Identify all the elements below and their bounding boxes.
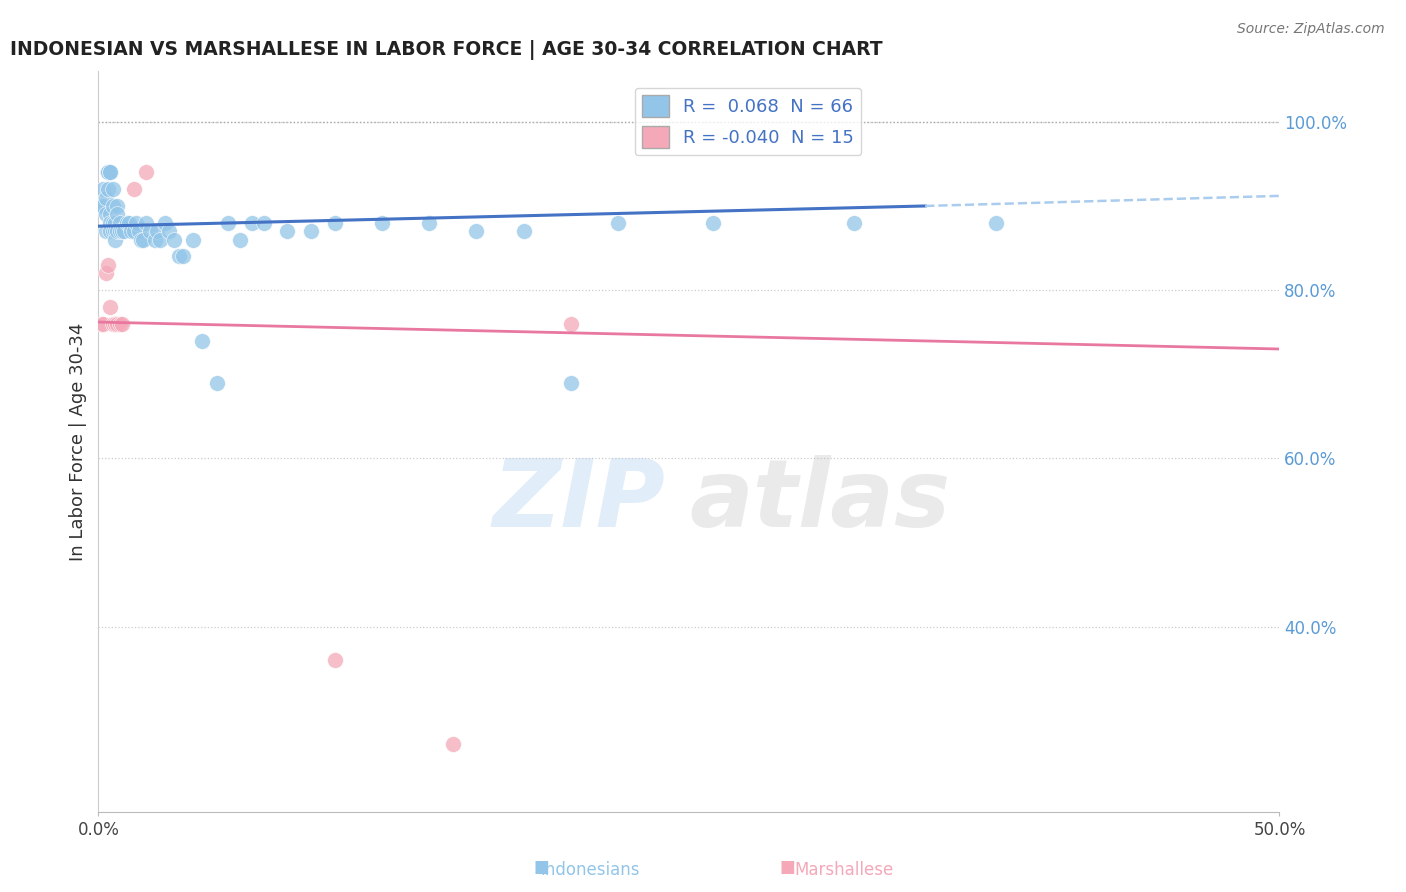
Point <box>299 224 322 238</box>
Point <box>97 258 120 272</box>
Point <box>240 216 263 230</box>
Text: ■: ■ <box>533 858 550 876</box>
Point <box>607 216 630 230</box>
Point <box>98 300 121 314</box>
Text: atlas: atlas <box>689 455 950 547</box>
Point <box>122 224 145 238</box>
Point <box>418 216 440 230</box>
Point <box>98 165 121 179</box>
Point <box>253 216 276 230</box>
Point <box>125 216 148 230</box>
Y-axis label: In Labor Force | Age 30-34: In Labor Force | Age 30-34 <box>69 322 87 561</box>
Point <box>91 182 114 196</box>
Point <box>441 738 464 752</box>
Point <box>191 334 214 348</box>
Point <box>146 224 169 238</box>
Point <box>90 199 112 213</box>
Point <box>163 233 186 247</box>
Point <box>205 376 228 390</box>
Point <box>115 216 138 230</box>
Text: INDONESIAN VS MARSHALLESE IN LABOR FORCE | AGE 30-34 CORRELATION CHART: INDONESIAN VS MARSHALLESE IN LABOR FORCE… <box>10 39 883 60</box>
Point <box>984 216 1007 230</box>
Text: Marshallese: Marshallese <box>794 861 893 879</box>
Point <box>172 250 194 264</box>
Point <box>98 224 121 238</box>
Point <box>229 233 252 247</box>
Point <box>101 199 124 213</box>
Point <box>560 317 582 331</box>
Point <box>323 653 346 667</box>
Point <box>94 207 117 221</box>
Point <box>94 266 117 280</box>
Point <box>101 216 124 230</box>
Point <box>153 216 176 230</box>
Point <box>181 233 204 247</box>
Text: ZIP: ZIP <box>492 455 665 547</box>
Point <box>139 224 162 238</box>
Point <box>105 317 128 331</box>
Point <box>702 216 724 230</box>
Point <box>97 165 120 179</box>
Text: Source: ZipAtlas.com: Source: ZipAtlas.com <box>1237 22 1385 37</box>
Point <box>105 207 128 221</box>
Point <box>844 216 866 230</box>
Point <box>135 216 157 230</box>
Point <box>105 199 128 213</box>
Point <box>104 317 127 331</box>
Point <box>105 224 128 238</box>
Point <box>560 376 582 390</box>
Point <box>108 317 131 331</box>
Point <box>118 216 141 230</box>
Point <box>101 182 124 196</box>
Point <box>104 216 127 230</box>
Point <box>90 317 112 331</box>
Text: Indonesians: Indonesians <box>541 861 640 879</box>
Point <box>97 182 120 196</box>
Point <box>129 233 152 247</box>
Point <box>98 216 121 230</box>
Point <box>157 224 180 238</box>
Point <box>512 224 534 238</box>
Point <box>91 199 114 213</box>
Point <box>97 165 120 179</box>
Point <box>112 224 135 238</box>
Point <box>94 190 117 204</box>
Point <box>101 317 124 331</box>
Point <box>465 224 488 238</box>
Point <box>104 224 127 238</box>
Point <box>111 317 134 331</box>
Text: ■: ■ <box>779 858 796 876</box>
Point <box>217 216 239 230</box>
Point <box>91 317 114 331</box>
Point <box>108 216 131 230</box>
Point <box>104 233 127 247</box>
Point <box>323 216 346 230</box>
Point <box>122 182 145 196</box>
Point <box>101 224 124 238</box>
Point <box>97 165 120 179</box>
Point <box>108 224 131 238</box>
Point <box>135 165 157 179</box>
Point <box>111 224 134 238</box>
Point <box>167 250 190 264</box>
Point <box>132 233 155 247</box>
Point <box>98 165 121 179</box>
Point <box>128 224 150 238</box>
Point <box>149 233 172 247</box>
Point <box>94 224 117 238</box>
Point <box>276 224 298 238</box>
Point <box>143 233 166 247</box>
Point <box>98 207 121 221</box>
Legend: R =  0.068  N = 66, R = -0.040  N = 15: R = 0.068 N = 66, R = -0.040 N = 15 <box>634 87 862 155</box>
Point <box>121 224 143 238</box>
Point <box>371 216 394 230</box>
